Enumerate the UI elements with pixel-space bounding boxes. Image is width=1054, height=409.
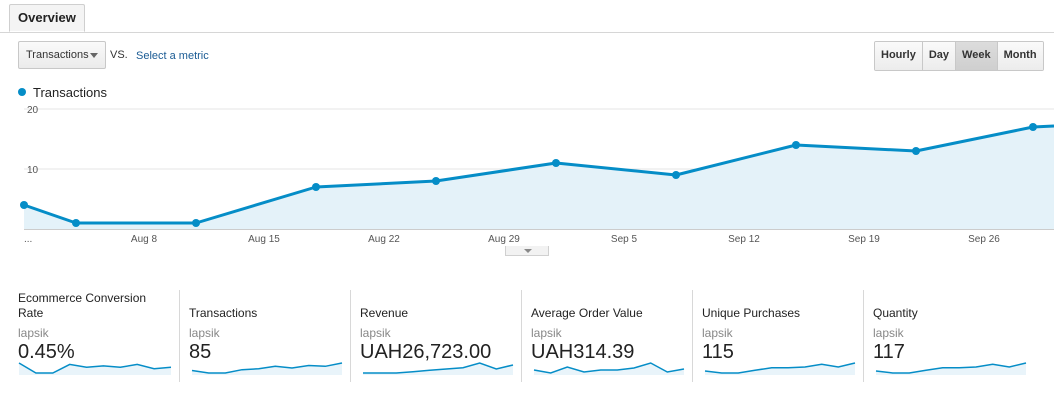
x-tick-label: Sep 12 <box>728 234 760 245</box>
metric-value: 85 <box>189 341 212 363</box>
metric-title: Revenue <box>360 306 409 320</box>
sparkline-area <box>192 363 342 375</box>
data-point[interactable] <box>432 177 440 185</box>
metric-value: 117 <box>873 341 905 363</box>
sparkline-area <box>363 363 513 375</box>
metric-divider <box>179 290 180 382</box>
y-tick-label: 10 <box>27 165 39 176</box>
metric-sparkline <box>704 362 856 375</box>
data-point[interactable] <box>312 183 320 191</box>
sparkline-area <box>876 363 1026 375</box>
x-tick-label: Aug 15 <box>248 234 280 245</box>
hourly-button[interactable]: Hourly <box>875 42 922 70</box>
down-arrow-icon <box>524 249 532 253</box>
tab-bar: Overview <box>0 0 1054 33</box>
metric-title: Unique Purchases <box>702 306 801 320</box>
sparkline-line <box>533 362 685 374</box>
metric-quantity[interactable]: Quantity lapsik 117 <box>863 290 1033 382</box>
chart-resize-handle[interactable] <box>505 246 549 256</box>
metric-sparkline <box>533 362 685 375</box>
x-tick-label: Sep 19 <box>848 234 880 245</box>
metric-value: 0.45% <box>18 341 75 363</box>
metric-sparkline <box>875 362 1027 375</box>
metric-sparkline <box>18 362 172 375</box>
data-point[interactable] <box>1029 123 1037 131</box>
metric-value: UAH314.39 <box>531 341 635 363</box>
sparkline-line <box>704 362 856 374</box>
chart-legend: Transactions <box>18 85 107 100</box>
metric-sub: lapsik <box>189 326 220 340</box>
legend-label: Transactions <box>33 85 107 100</box>
interval-button-group: Hourly Day Week Month <box>874 41 1044 71</box>
chevron-down-icon <box>90 53 98 58</box>
data-point[interactable] <box>552 159 560 167</box>
data-point[interactable] <box>672 171 680 179</box>
x-tick-label: Aug 8 <box>131 234 158 245</box>
sparkline-area <box>19 363 171 375</box>
legend-dot-icon <box>18 88 26 96</box>
data-point[interactable] <box>192 219 200 227</box>
metric-conversion-rate[interactable]: Ecommerce Conversion Rate lapsik 0.45% <box>18 290 178 382</box>
metric-divider <box>521 290 522 382</box>
day-button[interactable]: Day <box>921 42 956 70</box>
metric-sub: lapsik <box>873 326 904 340</box>
week-button[interactable]: Week <box>955 42 997 70</box>
data-point[interactable] <box>792 141 800 149</box>
metric-dropdown-label: Transactions <box>26 49 89 61</box>
sparkline-line <box>363 362 514 374</box>
metric-title-line2: Rate <box>18 306 44 320</box>
sparkline-line <box>18 362 172 374</box>
tab-overview[interactable]: Overview <box>9 4 85 32</box>
metric-value: UAH26,723.00 <box>360 341 492 363</box>
select-metric-link[interactable]: Select a metric <box>136 50 209 62</box>
metric-sub: lapsik <box>18 326 49 340</box>
metric-average-order-value[interactable]: Average Order Value lapsik UAH314.39 <box>521 290 691 382</box>
sparkline-line <box>191 362 343 374</box>
metric-sparkline <box>363 362 514 375</box>
x-tick-label: ... <box>24 234 32 245</box>
sparkline-area <box>705 363 855 375</box>
sparkline-area <box>534 363 684 375</box>
x-tick-label: Sep 26 <box>968 234 1000 245</box>
metric-unique-purchases[interactable]: Unique Purchases lapsik 115 <box>692 290 862 382</box>
data-point[interactable] <box>72 219 80 227</box>
metric-revenue[interactable]: Revenue lapsik UAH26,723.00 <box>350 290 520 382</box>
metric-title: Ecommerce Conversion Rate <box>18 291 146 321</box>
metric-divider <box>350 290 351 382</box>
metric-transactions[interactable]: Transactions lapsik 85 <box>179 290 349 382</box>
vs-label: VS. <box>110 49 128 61</box>
metric-sub: lapsik <box>531 326 562 340</box>
data-point[interactable] <box>20 201 28 209</box>
metric-dropdown[interactable]: Transactions <box>18 41 106 69</box>
metric-title-line1: Ecommerce Conversion <box>18 291 147 305</box>
metric-sub: lapsik <box>702 326 733 340</box>
metric-title: Transactions <box>189 306 258 320</box>
series-area <box>24 126 1054 229</box>
metric-title: Average Order Value <box>531 306 643 320</box>
metric-divider <box>692 290 693 382</box>
metric-value: 115 <box>702 341 734 363</box>
x-tick-label: Sep 5 <box>611 234 638 245</box>
y-tick-label: 20 <box>27 105 39 116</box>
metric-sub: lapsik <box>360 326 391 340</box>
metric-divider <box>863 290 864 382</box>
x-tick-label: Aug 29 <box>488 234 520 245</box>
data-point[interactable] <box>912 147 920 155</box>
month-button[interactable]: Month <box>996 42 1043 70</box>
metric-sparkline <box>191 362 343 375</box>
transactions-chart[interactable]: 20 10... Aug 8 Aug 15 Aug 22 Aug 29 Sep 5 Sep 1… <box>0 100 1054 250</box>
sparkline-line <box>875 362 1027 374</box>
metric-title: Quantity <box>873 306 918 320</box>
x-tick-label: Aug 22 <box>368 234 400 245</box>
